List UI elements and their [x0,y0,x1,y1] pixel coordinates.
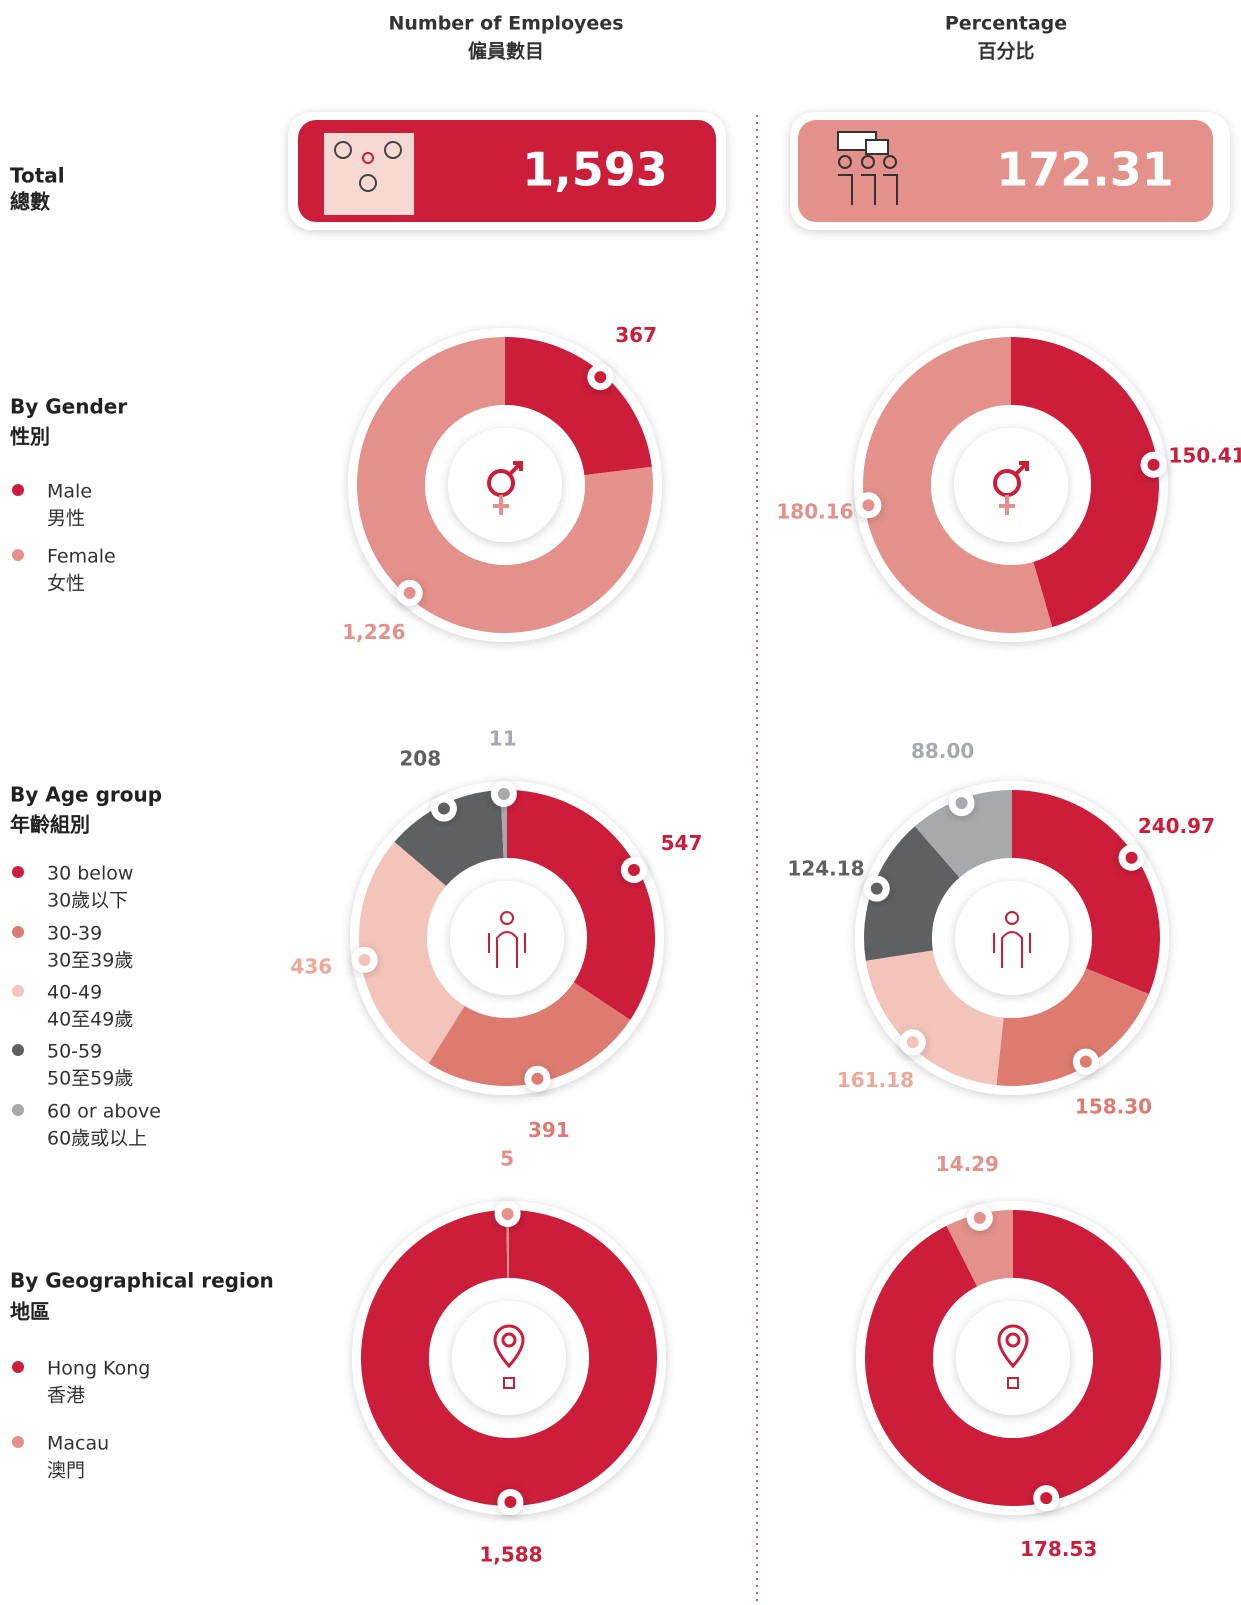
donut-chart: 240.97 158.30 161.18 124.18 88.00 [787,739,1215,1118]
row-label: By Geographical region [10,1269,274,1293]
legend-name: 60 or above [47,1101,161,1123]
label-dot [907,1036,919,1048]
icon-disc [954,428,1068,542]
donut-chart: 1,588 5 [352,1147,666,1567]
row-label: By Gender [10,395,127,419]
icon-disc [448,428,562,542]
value-label: 124.18 [787,857,864,881]
row-label: By Age group [10,783,162,807]
infographic: Number of Employees 僱員數目 Percentage 百分比 … [0,0,1241,1605]
meeting-icon [324,133,414,215]
label-dot [862,499,874,511]
label-dot [956,797,968,809]
legend-dot [12,866,24,878]
label-dot [498,788,510,800]
legend-name-zh: 50至59歲 [47,1068,133,1090]
legend-name-zh: 澳門 [47,1460,85,1482]
icon-disc [450,881,564,995]
value-label: 436 [290,955,332,979]
label-dot [1148,459,1160,471]
label-dot [1080,1056,1092,1068]
legend-dot [12,1044,24,1056]
legend-name-zh: 30歲以下 [47,890,128,912]
icon-disc [452,1301,566,1415]
legend-name-zh: 40至49歲 [47,1009,133,1031]
row-label-zh: 年齡組別 [10,813,90,837]
value-label: 180.16 [776,499,853,523]
donut-chart: 367 1,226 [342,323,662,644]
value-label: 11 [489,727,517,751]
column-title: Number of Employees [388,13,623,35]
legend-name-zh: 香港 [47,1385,85,1407]
label-dot [404,587,416,599]
value-label: 391 [528,1118,570,1142]
label-dot [502,1208,514,1220]
label-dot [504,1496,516,1508]
legend-name: 30 below [47,863,133,885]
column-title-zh: 僱員數目 [468,40,544,63]
value-label: 547 [661,831,703,855]
donut-chart: 150.41 180.16 [776,328,1241,642]
row-label-zh: 地區 [10,1300,50,1324]
label-dot [594,371,606,383]
legend-dot [12,1104,24,1116]
legend-name: Female [47,546,116,568]
value-label: 158.30 [1075,1094,1152,1118]
value-label: 240.97 [1138,814,1215,838]
value-label: 1,226 [342,620,405,644]
legend-name: 40-49 [47,982,102,1004]
legend-name-zh: 女性 [47,573,85,595]
legend-dot [12,1436,24,1448]
icon-disc [955,881,1069,995]
total-value: 172.31 [996,143,1174,197]
value-label: 150.41 [1168,444,1241,468]
column-title: Percentage [945,13,1067,35]
column-title-zh: 百分比 [977,41,1034,63]
row-label-zh: 性別 [10,425,50,449]
label-dot [1040,1492,1052,1504]
legend-dot [12,926,24,938]
row-label: Total [10,164,65,188]
legend-name-zh: 男性 [47,508,85,530]
donut-chart: 178.53 14.29 [856,1152,1170,1561]
value-label: 161.18 [837,1068,914,1092]
row-label-zh: 總數 [10,190,50,214]
legend-name-zh: 60歲或以上 [47,1128,147,1150]
label-dot [1126,852,1138,864]
legend-dot [12,1361,24,1373]
value-label: 14.29 [936,1152,999,1176]
value-label: 5 [500,1147,514,1171]
value-label: 367 [615,323,657,347]
label-dot [359,954,371,966]
legend-name: 30-39 [47,923,102,945]
value-label: 178.53 [1020,1537,1097,1561]
value-label: 1,588 [479,1542,542,1566]
label-dot [871,883,883,895]
legend-name-zh: 30至39歲 [47,950,133,972]
legend-name: Macau [47,1433,109,1455]
legend-dot [12,985,24,997]
legend-name: 50-59 [47,1041,102,1063]
legend-dot [12,484,24,496]
label-dot [531,1073,543,1085]
value-label: 208 [399,747,441,771]
label-dot [628,864,640,876]
legend-dot [12,549,24,561]
label-dot [974,1212,986,1224]
label-dot [438,803,450,815]
legend-name: Male [47,481,92,503]
icon-disc [956,1301,1070,1415]
legend-name: Hong Kong [47,1358,150,1380]
value-label: 88.00 [911,739,974,763]
total-value: 1,593 [522,143,668,197]
donut-chart: 547 391 436 208 11 [290,727,702,1142]
